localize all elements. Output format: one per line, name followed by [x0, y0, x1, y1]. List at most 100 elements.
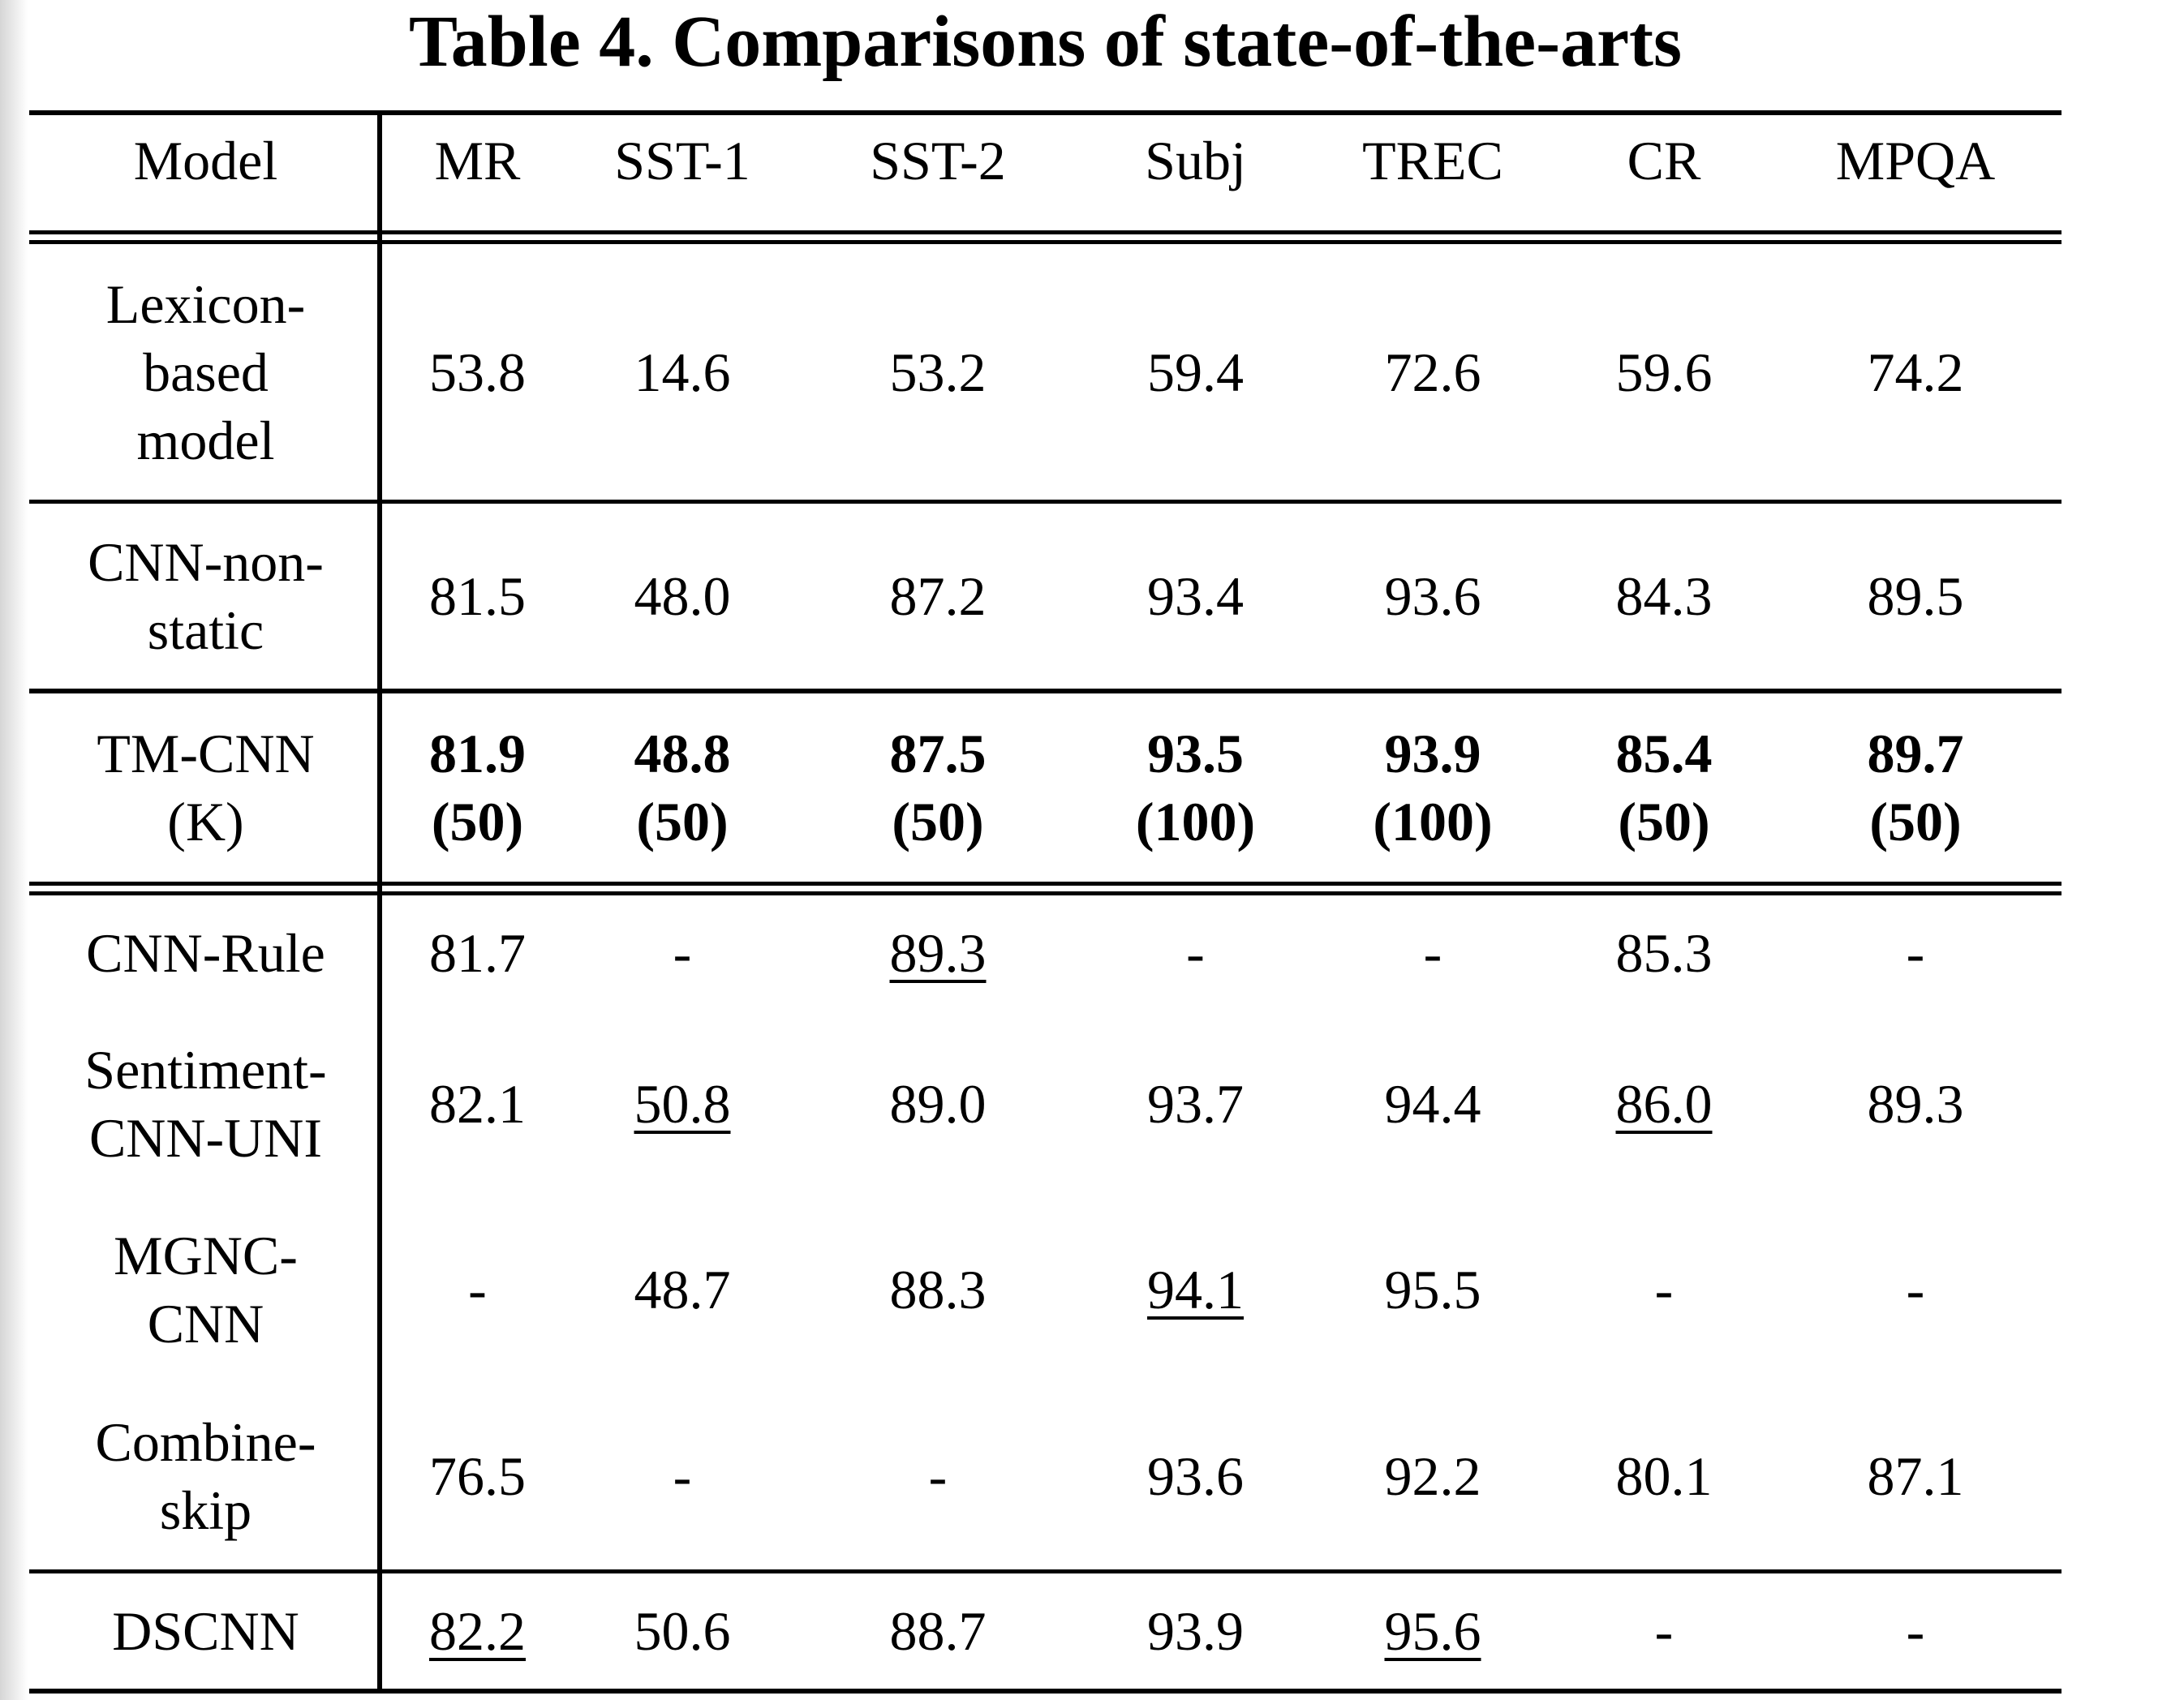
rule-header-double-b	[29, 240, 2061, 244]
value-cell: 93.6	[1147, 1445, 1244, 1507]
value-cell: 76.5	[429, 1445, 526, 1507]
column-header-cr: CR	[1627, 130, 1701, 191]
score: 89.7	[1867, 723, 1964, 784]
underlined-score: 94.1	[1147, 1259, 1244, 1320]
score: 93.9	[1384, 723, 1481, 784]
value-cell: 93.6	[1384, 565, 1481, 627]
value-cell: -	[1906, 1600, 1925, 1662]
value-cell: 72.6	[1384, 341, 1481, 403]
value-cell: 59.6	[1615, 341, 1713, 403]
value-cell: -	[673, 1445, 692, 1507]
value-cell: 86.0	[1558, 1011, 1769, 1197]
value-cell: 89.3	[1867, 1073, 1964, 1135]
model-name-line: Lexicon-	[105, 273, 306, 335]
column-header-subj: Subj	[1145, 130, 1246, 191]
value-cell: 89.7 (50)	[1769, 693, 2061, 882]
model-name-line: static	[147, 599, 264, 661]
rule-top	[29, 110, 2061, 115]
model-name-line: CNN-UNI	[88, 1107, 323, 1169]
table-row: Combine- skip 76.5 - - 93.6 92.2 80.1 87…	[29, 1382, 2061, 1569]
value-cell: 81.7	[429, 922, 526, 984]
model-name: CNN-non- static	[29, 504, 382, 689]
underlined-score: 82.2	[429, 1600, 526, 1662]
value-cell: 80.1	[1615, 1445, 1713, 1507]
underlined-score: 95.6	[1384, 1600, 1481, 1662]
value-cell: 95.6	[1307, 1573, 1558, 1689]
value-cell: 74.2	[1867, 341, 1964, 403]
table-row: MGNC- CNN - 48.7 88.3 94.1 95.5 - -	[29, 1197, 2061, 1382]
value-cell: 81.5	[429, 565, 526, 627]
value-cell: 59.4	[1147, 341, 1244, 403]
column-header-mr: MR	[434, 130, 521, 191]
model-name-line: CNN	[147, 1293, 264, 1354]
value-cell: 94.4	[1384, 1073, 1481, 1135]
column-header-sst1: SST-1	[614, 130, 750, 191]
value-cell: -	[1423, 922, 1442, 984]
underlined-score: 89.3	[889, 922, 987, 984]
score: 48.8	[634, 723, 731, 784]
rule-after-cnn-non-static	[29, 689, 2061, 693]
k-value: (50)	[1618, 791, 1710, 852]
model-name: Lexicon- based model	[29, 244, 382, 500]
value-cell: -	[1906, 922, 1925, 984]
rule-after-tm-cnn-b	[29, 891, 2061, 895]
model-name-line: based	[143, 341, 269, 403]
table-row: Lexicon- based model 53.8 14.6 53.2 59.4…	[29, 244, 2061, 500]
header-row: Model MR SST-1 SST-2 Subj TREC CR MPQA	[29, 115, 2061, 230]
value-cell: 93.5 (100)	[1084, 693, 1307, 882]
value-cell: -	[1654, 1259, 1674, 1320]
value-cell: 93.9	[1147, 1600, 1244, 1662]
value-cell: 87.2	[889, 565, 987, 627]
value-cell: 93.4	[1147, 565, 1244, 627]
value-cell: 50.6	[634, 1600, 731, 1662]
model-name: CNN-Rule	[86, 922, 325, 984]
score: 93.5	[1147, 723, 1244, 784]
model-name-line: CNN-non-	[88, 531, 324, 593]
value-cell: 89.5	[1867, 565, 1964, 627]
model-name-line: (K)	[167, 791, 244, 852]
column-header-mpqa: MPQA	[1835, 130, 1996, 191]
score: 81.9	[429, 723, 526, 784]
value-cell: 50.8	[573, 1011, 792, 1197]
value-cell: 53.2	[889, 341, 987, 403]
value-cell: 94.1	[1084, 1197, 1307, 1382]
model-name-line: Sentiment-	[84, 1039, 327, 1101]
value-cell: 89.0	[889, 1073, 987, 1135]
value-cell: 89.3	[792, 895, 1084, 1011]
column-header-trec: TREC	[1362, 130, 1503, 191]
value-cell: -	[673, 922, 692, 984]
table-row: DSCNN 82.2 50.6 88.7 93.9 95.6 - -	[29, 1573, 2061, 1689]
model-name: Sentiment- CNN-UNI	[29, 1011, 382, 1197]
rule-after-tm-cnn-a	[29, 882, 2061, 886]
value-cell: 84.3	[1615, 565, 1713, 627]
value-cell: 82.1	[429, 1073, 526, 1135]
model-name: Combine- skip	[29, 1382, 382, 1569]
value-cell: 81.9 (50)	[382, 693, 573, 882]
table-caption: Table 4. Comparisons of state-of-the-art…	[408, 2, 1683, 82]
value-cell: 93.9 (100)	[1307, 693, 1558, 882]
value-cell: 48.7	[634, 1259, 731, 1320]
column-header-model: Model	[133, 130, 278, 191]
value-cell: 88.3	[889, 1259, 987, 1320]
score: 87.5	[889, 723, 987, 784]
value-cell: 87.5 (50)	[792, 693, 1084, 882]
model-name: DSCNN	[112, 1600, 299, 1662]
rule-after-lexicon	[29, 500, 2061, 504]
underlined-score: 50.8	[634, 1073, 731, 1135]
page-edge-shadow	[0, 0, 28, 1700]
model-name-line: skip	[159, 1479, 252, 1541]
value-cell: 48.8 (50)	[573, 693, 792, 882]
k-value: (100)	[1373, 791, 1493, 852]
value-cell: 95.5	[1384, 1259, 1481, 1320]
k-value: (50)	[1869, 791, 1962, 852]
k-value: (50)	[892, 791, 984, 852]
underlined-score: 86.0	[1615, 1073, 1713, 1135]
model-name: TM-CNN (K)	[29, 693, 382, 882]
value-cell: 92.2	[1384, 1445, 1481, 1507]
k-value: (100)	[1135, 791, 1256, 852]
table-row: CNN-non- static 81.5 48.0 87.2 93.4 93.6…	[29, 504, 2061, 689]
score: 85.4	[1615, 723, 1713, 784]
rule-before-dscnn	[29, 1569, 2061, 1573]
table-row: Sentiment- CNN-UNI 82.1 50.8 89.0 93.7 9…	[29, 1011, 2061, 1197]
value-cell: 82.2	[382, 1573, 573, 1689]
